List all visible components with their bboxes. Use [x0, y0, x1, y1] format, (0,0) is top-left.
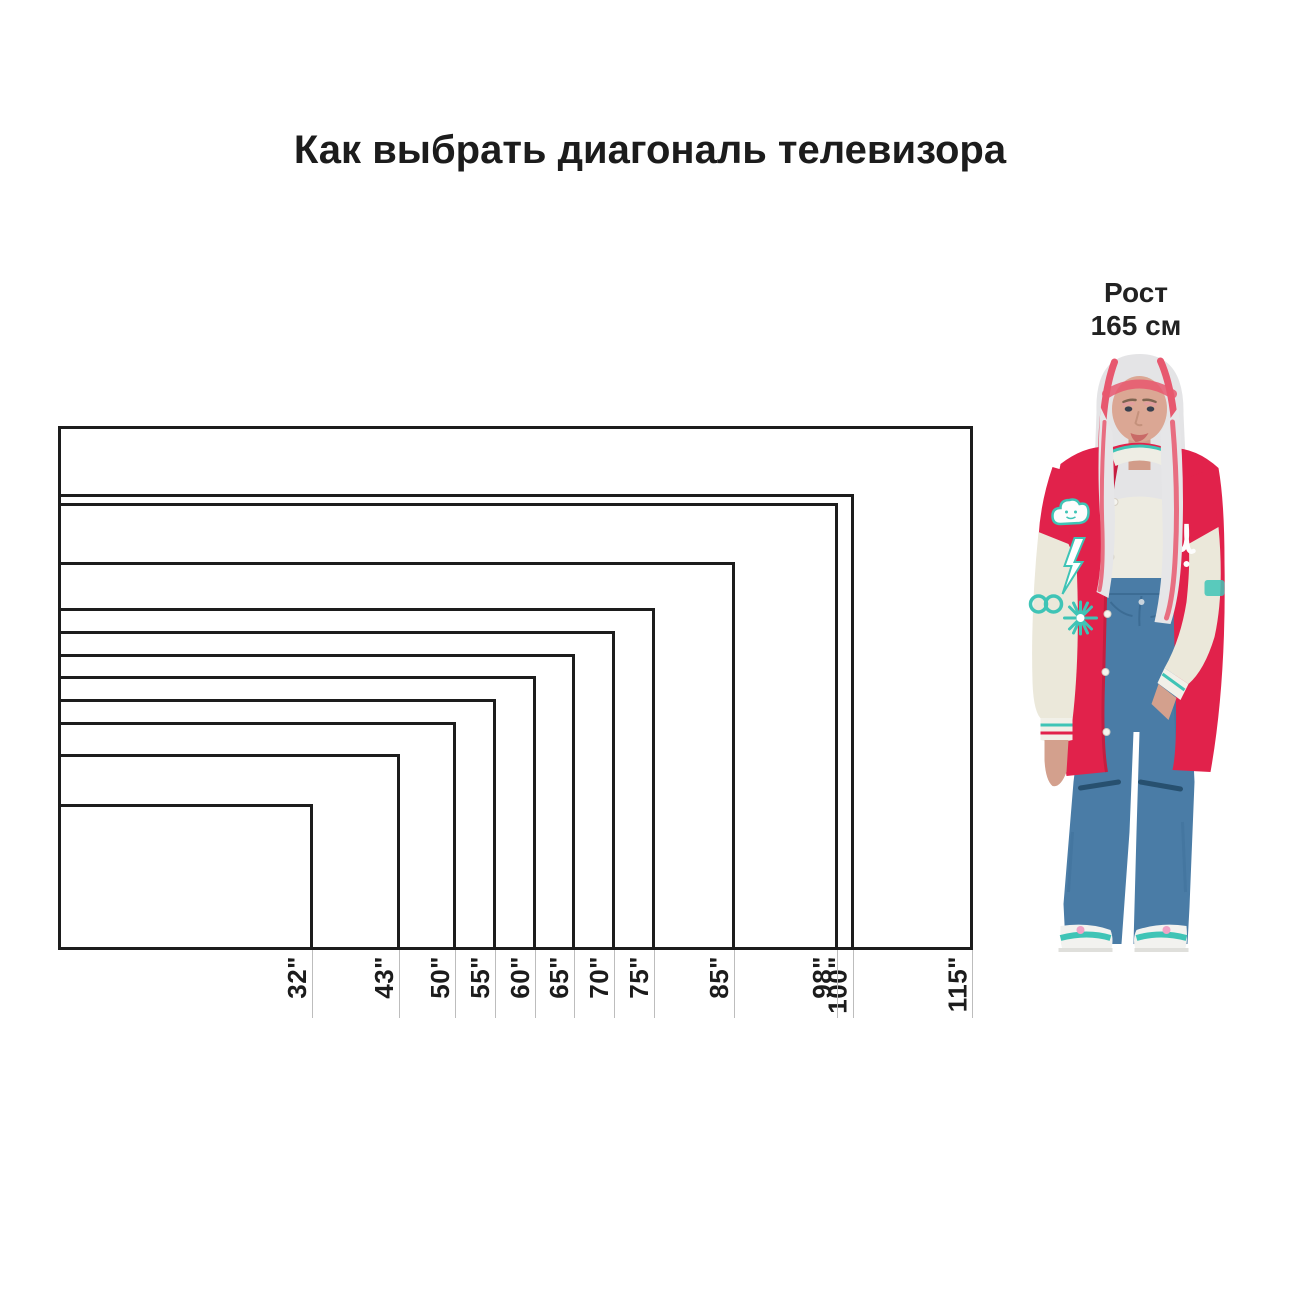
right-shoe: [1134, 924, 1187, 952]
size-tick-line: [398, 950, 400, 1018]
size-label: 98": [807, 956, 837, 999]
size-tick-line: [836, 950, 838, 1018]
size-tick-line: [733, 950, 735, 1018]
size-tick-line: [852, 950, 854, 1018]
size-label: 50": [425, 956, 455, 999]
size-tick-line: [653, 950, 655, 1018]
size-tick-line: [613, 950, 615, 1018]
size-label: 55": [465, 956, 495, 999]
size-label: 85": [704, 956, 734, 999]
size-label: 65": [544, 956, 574, 999]
person-illustration: [1000, 352, 1245, 956]
left-hand: [1044, 740, 1069, 787]
right-sleeve: [1164, 527, 1221, 684]
person-height-label-line1: Рост: [1104, 277, 1168, 308]
size-label: 32": [282, 956, 312, 999]
size-label: 75": [624, 956, 654, 999]
size-label: 115": [942, 956, 972, 1013]
tank-top: [1110, 496, 1169, 588]
size-tick-line: [311, 950, 313, 1018]
tv-size-rect-32: [58, 804, 313, 950]
size-tick-line: [494, 950, 496, 1018]
size-tick-line: [573, 950, 575, 1018]
jeans-knee-rips: [1078, 779, 1183, 792]
cloud-patch: [1051, 498, 1090, 526]
page-title: Как выбрать диагональ телевизора: [293, 128, 1007, 172]
right-hand: [1151, 684, 1177, 720]
lips: [1130, 433, 1149, 442]
sleeve-badge: [1204, 580, 1225, 596]
size-label: 70": [584, 956, 614, 999]
size-tick-line: [454, 950, 456, 1018]
person-height-label-line2: 165 см: [1090, 310, 1182, 341]
size-tick-line: [534, 950, 536, 1018]
size-label: 60": [505, 956, 535, 999]
size-tick-line: [971, 950, 973, 1018]
jacket-collar: [1110, 446, 1169, 466]
size-label: 43": [369, 956, 399, 999]
person-image: [1028, 354, 1225, 956]
person-height-label: Рост 165 см: [1016, 276, 1256, 342]
lightning-patch: [1061, 537, 1086, 595]
left-shoe: [1060, 924, 1113, 952]
face: [1112, 376, 1167, 442]
